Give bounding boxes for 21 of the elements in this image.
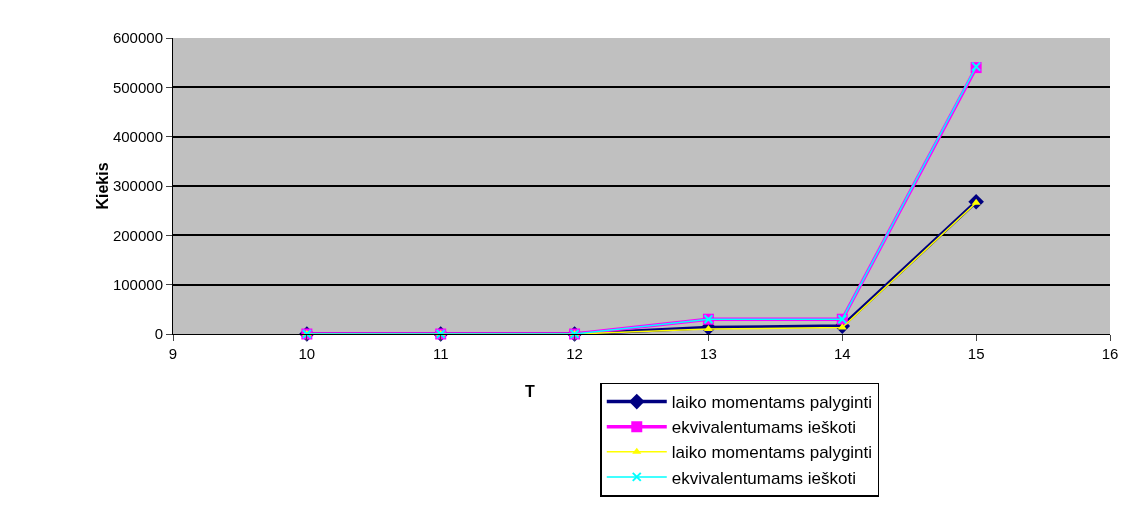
legend-label: ekvivalentumams ieškoti [671,468,857,488]
x-tick-label: 12 [566,345,583,362]
y-tick-label: 500000 [112,78,163,96]
x-axis-title: T [525,383,535,400]
x-tick-label: 10 [298,345,316,362]
x-tick-label: 15 [967,345,985,362]
legend-label: laiko momentams palyginti [671,393,873,413]
y-tick-label: 600000 [112,29,163,47]
y-tick-label: 200000 [112,226,163,244]
legend-label: ekvivalentumams ieškoti [671,418,857,438]
y-tick-label: 100000 [112,275,163,293]
x-tick-label: 16 [1101,345,1119,362]
y-tick-label: 0 [154,325,163,343]
x-tick-label: 9 [168,345,178,362]
legend-label: laiko momentams palyginti [671,443,873,463]
x-tick-label: 11 [432,345,449,362]
y-tick-label: 400000 [112,127,163,145]
y-axis-title: Kiekis [93,162,111,210]
y-tick-label: 300000 [112,177,163,195]
x-tick-label: 13 [700,345,717,362]
x-tick-label: 14 [833,345,851,362]
